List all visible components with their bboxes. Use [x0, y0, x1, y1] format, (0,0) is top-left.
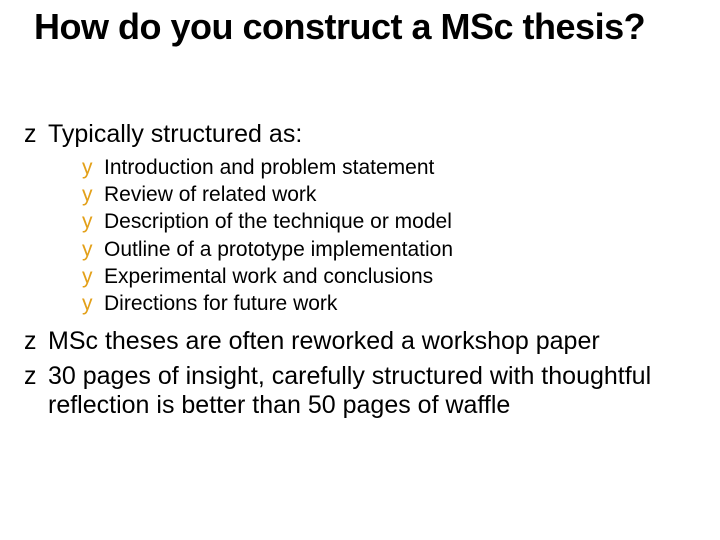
bullet-glyph-l2: y — [82, 211, 104, 232]
bullet-glyph-l1: z — [24, 122, 48, 147]
bullet-level1: z Typically structured as: — [24, 120, 704, 149]
slide-title: How do you construct a MSc thesis? — [34, 8, 684, 47]
bullet-level2: y Experimental work and conclusions — [82, 264, 704, 290]
bullet-glyph-l2: y — [82, 293, 104, 314]
bullet-glyph-l2: y — [82, 266, 104, 287]
bullet-level2: y Review of related work — [82, 182, 704, 208]
bullet-text: Review of related work — [104, 182, 316, 208]
bullet-level2: y Introduction and problem statement — [82, 155, 704, 181]
bullet-glyph-l1: z — [24, 364, 48, 389]
bullet-text: Introduction and problem statement — [104, 155, 434, 181]
bullet-text: Typically structured as: — [48, 120, 302, 149]
bullet-level1: z MSc theses are often reworked a worksh… — [24, 327, 704, 356]
bullet-text: Outline of a prototype implementation — [104, 237, 453, 263]
bullet-text: Description of the technique or model — [104, 209, 452, 235]
bullet-text: Directions for future work — [104, 291, 337, 317]
bullet-text: MSc theses are often reworked a workshop… — [48, 327, 600, 356]
sub-list: y Introduction and problem statement y R… — [82, 155, 704, 318]
bullet-glyph-l2: y — [82, 184, 104, 205]
bullet-level2: y Outline of a prototype implementation — [82, 237, 704, 263]
slide-body: z Typically structured as: y Introductio… — [24, 120, 704, 426]
bullet-text: Experimental work and conclusions — [104, 264, 433, 290]
slide: How do you construct a MSc thesis? z Typ… — [0, 0, 720, 540]
bullet-text: 30 pages of insight, carefully structure… — [48, 362, 704, 420]
bullet-level2: y Directions for future work — [82, 291, 704, 317]
bullet-glyph-l2: y — [82, 239, 104, 260]
bullet-glyph-l1: z — [24, 329, 48, 354]
bullet-level1: z 30 pages of insight, carefully structu… — [24, 362, 704, 420]
bullet-glyph-l2: y — [82, 157, 104, 178]
bullet-level2: y Description of the technique or model — [82, 209, 704, 235]
